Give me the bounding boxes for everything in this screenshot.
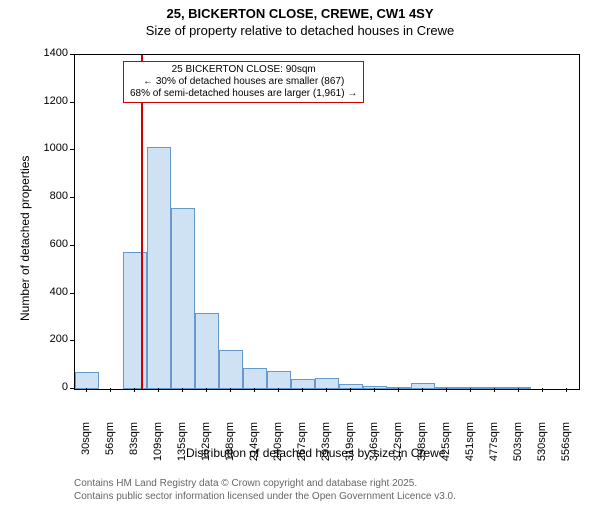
y-tick xyxy=(70,293,74,294)
plot-area: 25 BICKERTON CLOSE: 90sqm← 30% of detach… xyxy=(74,54,580,390)
x-tick xyxy=(494,388,495,392)
x-tick xyxy=(206,388,207,392)
y-tick-label: 800 xyxy=(34,190,68,202)
y-tick-label: 1400 xyxy=(34,47,68,59)
x-tick-label: 319sqm xyxy=(344,422,356,472)
histogram-bar xyxy=(483,387,507,389)
histogram-bar xyxy=(507,387,531,389)
y-tick-label: 200 xyxy=(34,333,68,345)
histogram-bar xyxy=(147,147,171,389)
x-tick xyxy=(134,388,135,392)
annotation-box: 25 BICKERTON CLOSE: 90sqm← 30% of detach… xyxy=(123,61,364,103)
histogram-bar xyxy=(459,387,483,389)
y-tick-label: 600 xyxy=(34,238,68,250)
x-tick-label: 267sqm xyxy=(296,422,308,472)
x-tick xyxy=(398,388,399,392)
y-tick-label: 400 xyxy=(34,286,68,298)
x-tick-label: 240sqm xyxy=(272,422,284,472)
histogram-bar xyxy=(435,387,459,389)
x-tick xyxy=(326,388,327,392)
histogram-bar xyxy=(411,383,435,389)
x-tick-label: 477sqm xyxy=(488,422,500,472)
x-tick xyxy=(518,388,519,392)
footer-line2: Contains public sector information licen… xyxy=(74,491,456,504)
x-tick-label: 83sqm xyxy=(128,422,140,472)
x-tick xyxy=(182,388,183,392)
histogram-bar xyxy=(363,386,387,389)
x-tick xyxy=(542,388,543,392)
annotation-line2: ← 30% of detached houses are smaller (86… xyxy=(130,76,357,88)
annotation-line1: 25 BICKERTON CLOSE: 90sqm xyxy=(130,64,357,76)
x-tick xyxy=(422,388,423,392)
y-tick xyxy=(70,245,74,246)
chart-title-line2: Size of property relative to detached ho… xyxy=(0,23,600,38)
y-tick xyxy=(70,54,74,55)
x-tick xyxy=(566,388,567,392)
y-tick xyxy=(70,340,74,341)
reference-line xyxy=(141,55,143,389)
y-tick xyxy=(70,102,74,103)
histogram-bar xyxy=(75,372,99,389)
x-tick-label: 188sqm xyxy=(224,422,236,472)
x-tick-label: 135sqm xyxy=(176,422,188,472)
x-tick xyxy=(158,388,159,392)
x-tick xyxy=(278,388,279,392)
x-tick-label: 451sqm xyxy=(464,422,476,472)
histogram-bar xyxy=(291,379,315,389)
y-tick-label: 1000 xyxy=(34,142,68,154)
x-tick-label: 162sqm xyxy=(200,422,212,472)
x-tick-label: 425sqm xyxy=(440,422,452,472)
histogram-bar xyxy=(171,208,195,389)
x-tick-label: 56sqm xyxy=(104,422,116,472)
x-tick xyxy=(446,388,447,392)
y-tick xyxy=(70,197,74,198)
y-tick xyxy=(70,149,74,150)
histogram-bar xyxy=(243,368,267,389)
x-tick xyxy=(86,388,87,392)
x-tick-label: 109sqm xyxy=(152,422,164,472)
footer-attribution: Contains HM Land Registry data © Crown c… xyxy=(74,478,456,503)
y-tick-label: 0 xyxy=(34,381,68,393)
x-tick-label: 214sqm xyxy=(248,422,260,472)
y-tick xyxy=(70,388,74,389)
histogram-bar xyxy=(387,387,411,389)
x-tick xyxy=(110,388,111,392)
x-tick-label: 30sqm xyxy=(80,422,92,472)
x-tick-label: 503sqm xyxy=(512,422,524,472)
x-tick-label: 293sqm xyxy=(320,422,332,472)
histogram-bar xyxy=(315,378,339,389)
y-axis-label: Number of detached properties xyxy=(18,156,32,321)
x-tick xyxy=(302,388,303,392)
x-tick-label: 372sqm xyxy=(392,422,404,472)
footer-line1: Contains HM Land Registry data © Crown c… xyxy=(74,478,456,491)
chart-title-line1: 25, BICKERTON CLOSE, CREWE, CW1 4SY xyxy=(0,6,600,21)
x-tick-label: 556sqm xyxy=(560,422,572,472)
histogram-bar xyxy=(267,371,291,389)
x-tick-label: 346sqm xyxy=(368,422,380,472)
histogram-bar xyxy=(219,350,243,389)
annotation-line3: 68% of semi-detached houses are larger (… xyxy=(130,88,357,100)
x-tick xyxy=(350,388,351,392)
histogram-bar xyxy=(339,384,363,389)
x-tick xyxy=(374,388,375,392)
x-tick-label: 530sqm xyxy=(536,422,548,472)
x-tick xyxy=(470,388,471,392)
x-tick xyxy=(230,388,231,392)
x-tick-label: 398sqm xyxy=(416,422,428,472)
histogram-bar xyxy=(195,313,219,389)
x-tick xyxy=(254,388,255,392)
y-tick-label: 1200 xyxy=(34,95,68,107)
